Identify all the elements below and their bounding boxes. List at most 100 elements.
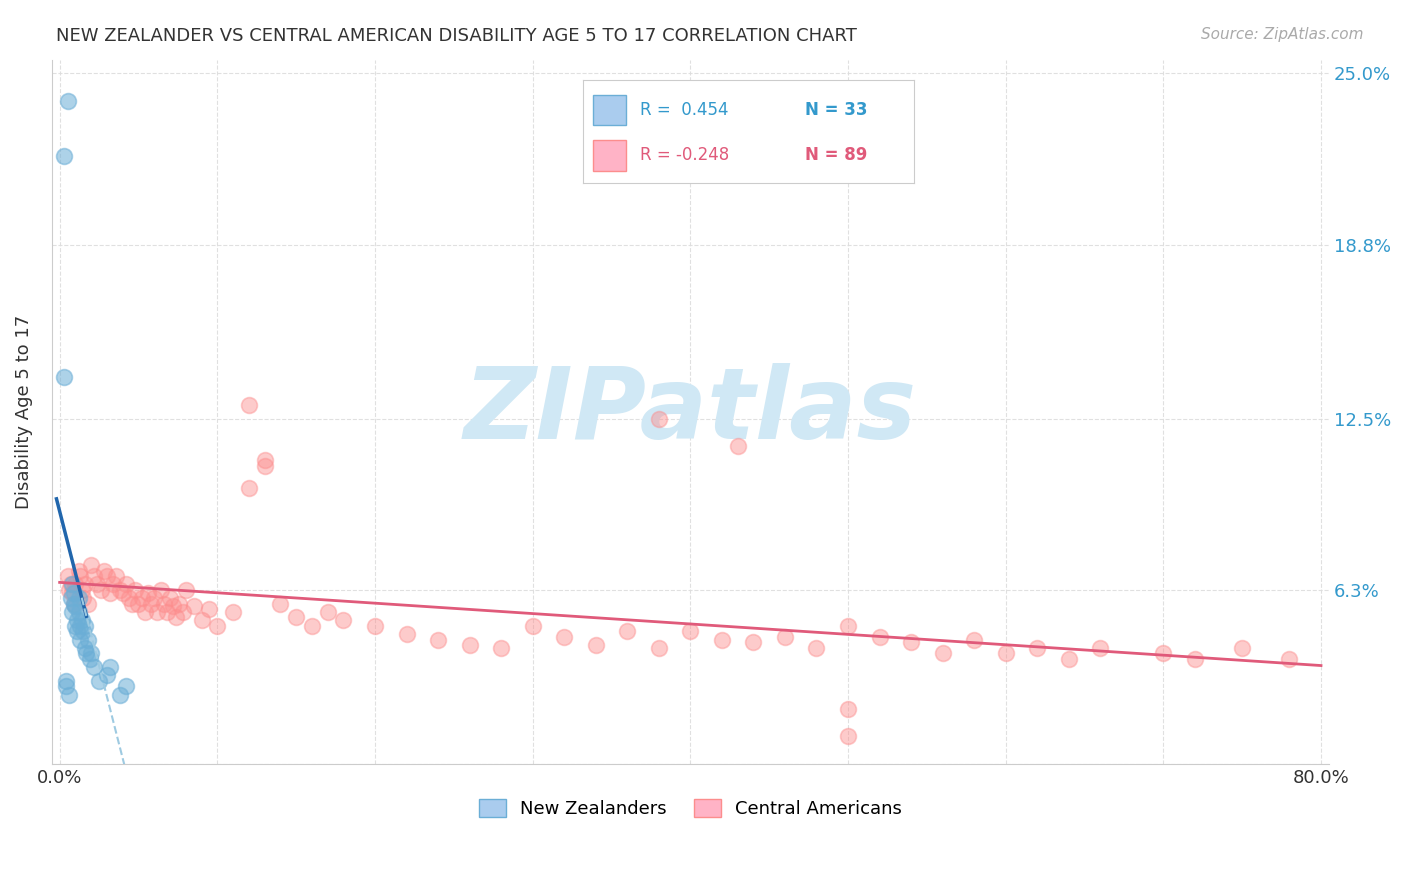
Point (73, 640, 96, 655)
Point (53, 370, 76, 384)
Point (553, 630, 575, 644)
Point (73, 619, 96, 633)
Point (806, 640, 828, 655)
Point (773, 630, 796, 644)
Point (80, 646, 103, 660)
Point (152, 597, 174, 611)
Point (900, 635, 922, 649)
Point (742, 635, 765, 649)
Text: R = -0.248: R = -0.248 (640, 146, 728, 164)
Point (1026, 640, 1049, 655)
Point (111, 585, 134, 599)
Point (69, 569, 91, 583)
Bar (593, 140, 627, 170)
Point (1184, 652, 1206, 666)
Point (159, 591, 181, 606)
Point (648, 411, 671, 425)
Point (69, 632, 91, 647)
Point (139, 597, 162, 611)
Point (131, 591, 153, 606)
Point (427, 632, 450, 647)
Point (156, 605, 179, 619)
Point (70, 582, 93, 597)
Point (134, 605, 156, 619)
Point (108, 582, 131, 597)
Point (63, 585, 86, 599)
Point (124, 582, 146, 597)
Point (869, 630, 891, 644)
Point (67, 564, 90, 578)
Point (63, 597, 86, 611)
Point (96, 668, 118, 682)
Point (56, 94, 79, 108)
Point (65, 577, 87, 591)
Point (238, 481, 260, 495)
Point (98, 660, 121, 674)
Point (67, 591, 90, 606)
Point (190, 613, 212, 627)
Point (1230, 640, 1253, 655)
Text: NEW ZEALANDER VS CENTRAL AMERICAN DISABILITY AGE 5 TO 17 CORRELATION CHART: NEW ZEALANDER VS CENTRAL AMERICAN DISABI… (56, 27, 858, 45)
Text: N = 89: N = 89 (804, 146, 868, 164)
Point (72, 591, 94, 606)
Point (169, 597, 191, 611)
Point (98, 585, 121, 599)
Point (87, 673, 110, 688)
Point (253, 458, 276, 473)
Point (727, 439, 749, 453)
Point (90, 582, 112, 597)
Point (710, 632, 733, 647)
Point (522, 619, 544, 633)
Point (70, 613, 93, 627)
Point (66, 613, 89, 627)
Legend: New Zealanders, Central Americans: New Zealanders, Central Americans (471, 791, 910, 825)
Point (65, 619, 87, 633)
Point (60, 585, 83, 599)
Point (1152, 646, 1174, 660)
Point (1057, 652, 1080, 666)
Point (332, 613, 354, 627)
Point (648, 640, 671, 655)
Point (395, 627, 418, 641)
Point (73, 577, 96, 591)
Point (83, 660, 105, 674)
Point (66, 624, 89, 639)
Point (963, 632, 986, 647)
Point (837, 729, 859, 743)
Point (162, 599, 184, 614)
Point (77, 597, 100, 611)
Point (59, 577, 82, 591)
Point (67, 605, 90, 619)
Point (56, 569, 79, 583)
Point (238, 398, 260, 412)
Text: R =  0.454: R = 0.454 (640, 101, 728, 119)
Point (65, 599, 87, 614)
Point (198, 602, 221, 616)
Point (679, 624, 702, 639)
Point (60, 577, 83, 591)
Point (143, 591, 166, 606)
Point (616, 624, 638, 639)
Point (60, 605, 83, 619)
Point (127, 597, 149, 611)
Point (63, 597, 86, 611)
Point (489, 640, 512, 655)
Point (364, 619, 387, 633)
Point (149, 582, 172, 597)
Point (79, 652, 101, 666)
Point (931, 646, 953, 660)
Point (115, 577, 138, 591)
Point (121, 597, 143, 611)
Point (53, 149, 76, 163)
Point (285, 610, 308, 624)
Point (96, 569, 118, 583)
Point (1090, 640, 1112, 655)
Point (69, 619, 91, 633)
Point (93, 564, 115, 578)
Point (837, 701, 859, 715)
Point (83, 569, 105, 583)
Text: N = 33: N = 33 (804, 101, 868, 119)
Point (222, 605, 245, 619)
Point (146, 605, 169, 619)
Point (55, 680, 77, 694)
